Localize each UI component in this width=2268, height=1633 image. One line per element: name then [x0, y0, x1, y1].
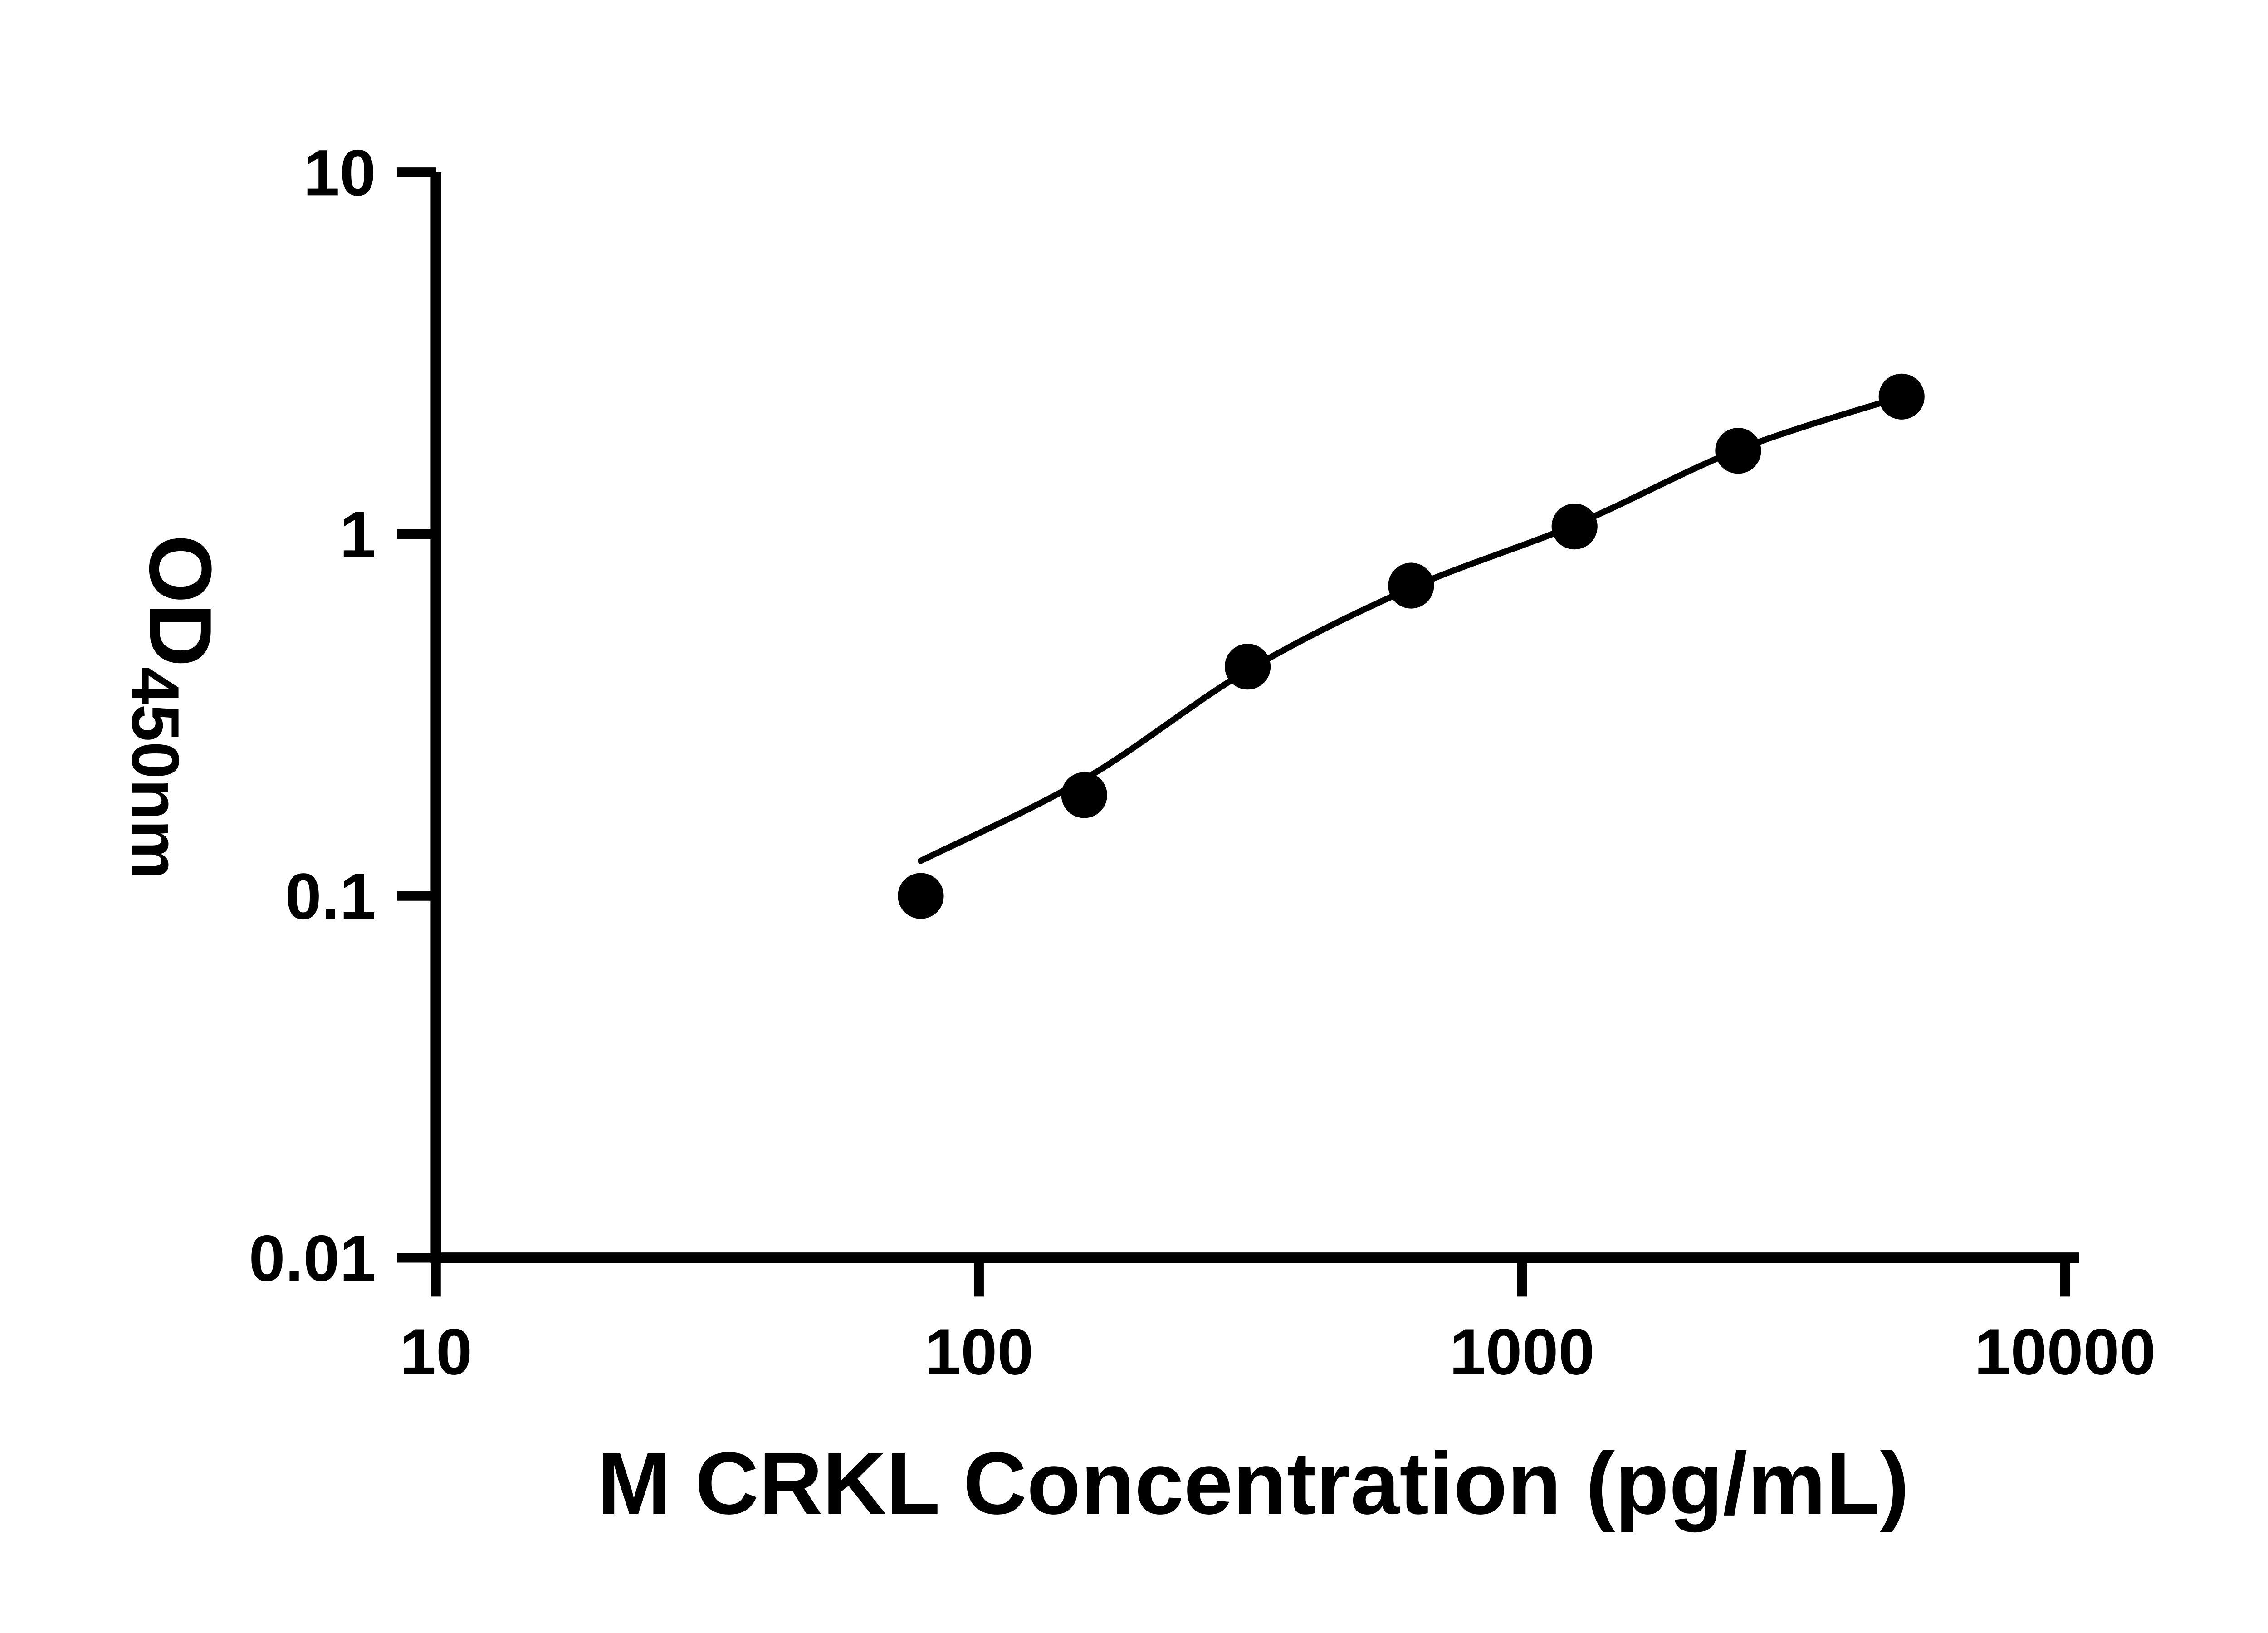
x-tick-label: 10 — [400, 1315, 472, 1389]
y-tick-label: 10 — [303, 136, 376, 209]
data-point — [1715, 428, 1761, 474]
y-axis-title-subscript: 450nm — [118, 667, 193, 879]
x-tick-label: 1000 — [1449, 1315, 1594, 1389]
data-point — [1061, 772, 1107, 818]
x-tick-label: 100 — [924, 1315, 1033, 1389]
data-point — [1551, 504, 1598, 550]
data-layer — [898, 373, 1925, 919]
x-tick-label: 10000 — [1974, 1315, 2156, 1389]
y-tick-label: 1 — [340, 498, 376, 571]
y-axis-title: OD450nm — [118, 535, 230, 880]
x-axis-title: M CRKL Concentration (pg/mL) — [597, 1434, 1909, 1533]
y-tick-label: 0.1 — [285, 860, 376, 933]
axis-spine — [430, 172, 2079, 1263]
y-axis-title-main: OD — [131, 535, 230, 667]
y-tick-label: 0.01 — [249, 1222, 376, 1295]
data-point — [1878, 373, 1925, 420]
data-point — [1225, 644, 1271, 690]
data-point — [1388, 562, 1434, 609]
axes-layer — [430, 172, 2079, 1263]
tick-layer: 10 100 1000 10000 10 1 0.1 0.01 — [249, 136, 2156, 1388]
data-point — [898, 873, 944, 919]
